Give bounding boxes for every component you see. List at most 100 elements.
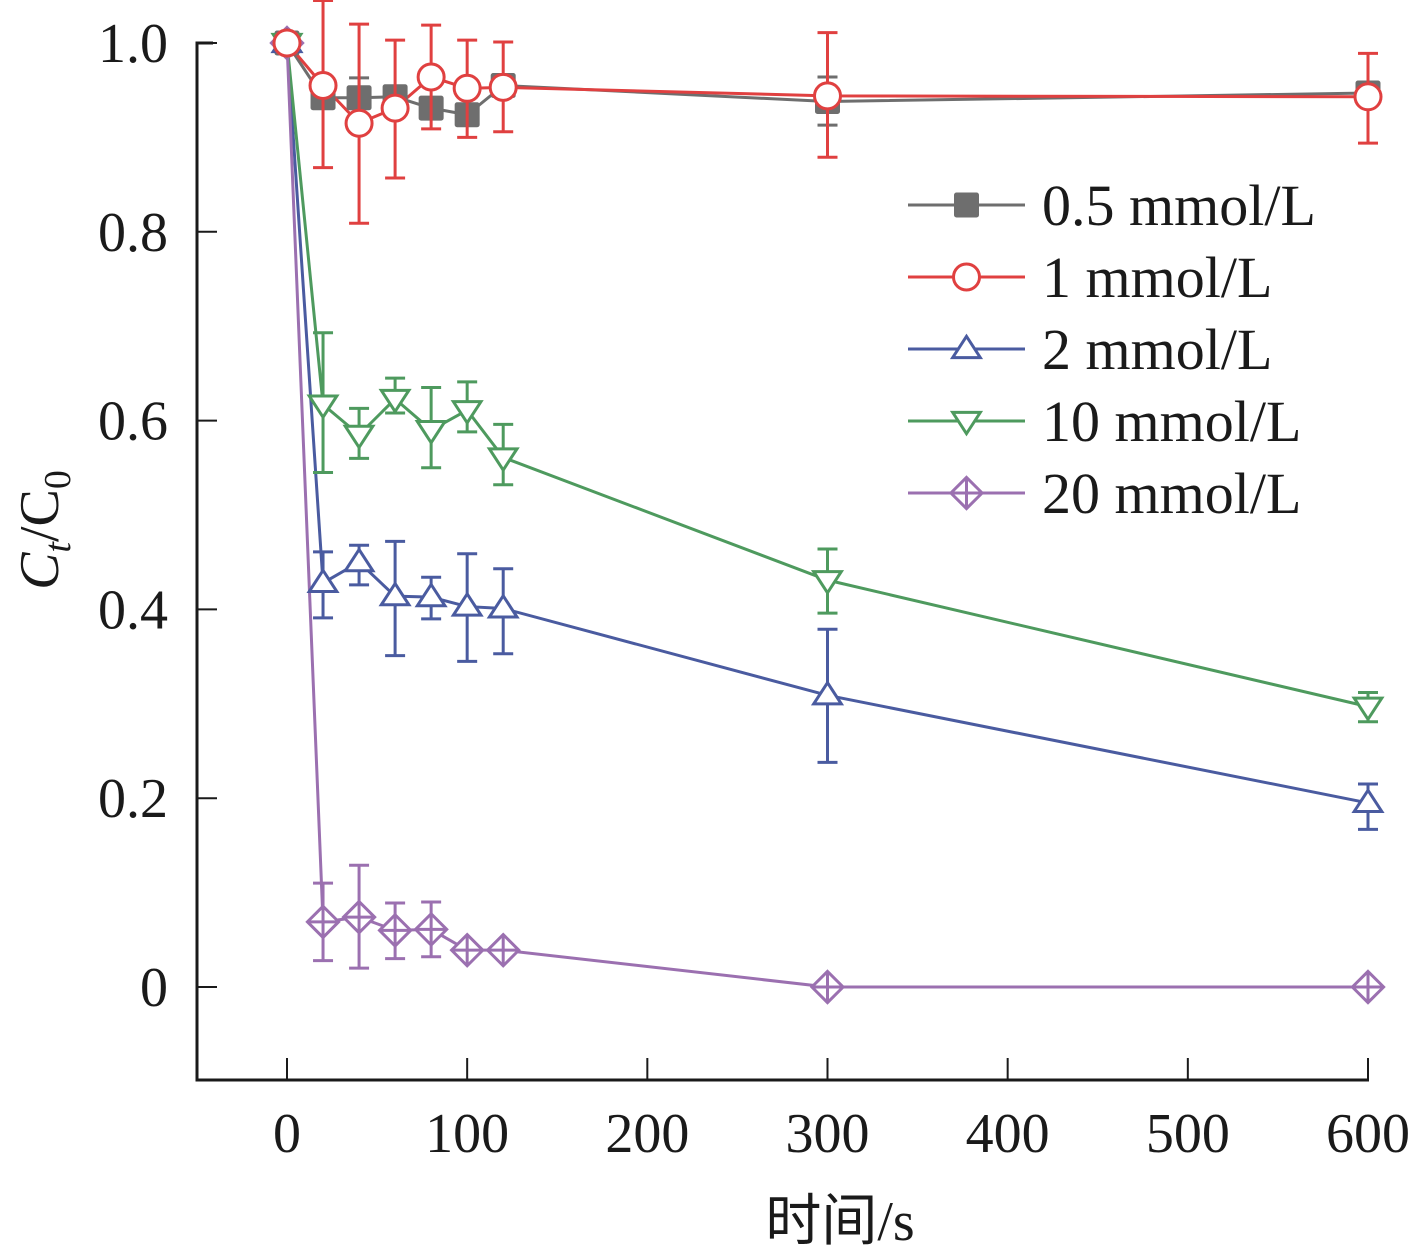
marker-diamond-cross-open [948, 475, 985, 511]
circle-marker [1353, 82, 1383, 112]
marker-triangle-up-open [450, 591, 484, 617]
y-tick-label: 0 [140, 957, 168, 1019]
marker-diamond-cross-open [485, 932, 521, 968]
triangle-up-marker [450, 591, 484, 617]
marker-triangle-down-open [342, 424, 376, 451]
triangle-down-marker [342, 424, 376, 451]
circle-marker [416, 62, 446, 92]
x-tick-label: 300 [786, 1103, 870, 1165]
marker-diamond-cross-open [1350, 969, 1386, 1005]
triangle-down-marker [486, 447, 520, 473]
triangle-up-marker [1351, 787, 1385, 813]
x-tick-label: 100 [425, 1103, 509, 1165]
marker-circle-open [344, 108, 374, 138]
circle-marker [308, 70, 338, 100]
legend-label: 1 mmol/L [1042, 245, 1272, 310]
triangle-up-marker [378, 580, 412, 607]
marker-diamond-cross-open [341, 899, 377, 935]
triangle-up-marker [414, 581, 448, 608]
marker-triangle-up-open [306, 567, 340, 594]
marker-circle-open [452, 73, 482, 103]
triangle-down-marker [414, 419, 448, 446]
marker-triangle-up-open [378, 580, 412, 607]
legend-entry: 2 mmol/L [908, 317, 1272, 382]
y-tick-label: 0.4 [98, 579, 168, 641]
triangle-down-marker [949, 410, 984, 437]
y-tick-label: 0.6 [98, 391, 168, 453]
marker-circle-open [952, 262, 981, 292]
marker-triangle-down-open [810, 570, 845, 596]
y-tick-label: 0.8 [98, 202, 168, 264]
circle-marker [952, 262, 981, 292]
circle-marker [380, 93, 410, 123]
marker-triangle-down-open [306, 394, 340, 420]
y-tick-label: 1.0 [98, 13, 168, 75]
marker-circle-open [308, 70, 338, 100]
legend: 0.5 mmol/L 1 mmol/L 2 mmol/L 10 mmol/L 20 mm… [908, 173, 1316, 526]
legend-label: 20 mmol/L [1042, 461, 1301, 526]
y-axis-title-sub-0: 0 [37, 470, 79, 489]
x-tick-label: 0 [273, 1103, 301, 1165]
legend-entry: 10 mmol/L [908, 389, 1301, 454]
y-axis-title-sep: /C [9, 489, 71, 542]
triangle-down-marker [306, 394, 340, 420]
x-tick-label: 400 [966, 1103, 1050, 1165]
circle-marker [272, 28, 302, 58]
legend-label: 2 mmol/L [1042, 317, 1272, 382]
marker-diamond-cross-open [809, 969, 846, 1005]
marker-diamond-cross-open [377, 912, 413, 949]
marker-triangle-down-open [378, 388, 412, 415]
marker-triangle-up-open [414, 581, 448, 608]
marker-triangle-up-open [949, 333, 984, 360]
marker-circle-open [380, 93, 410, 123]
marker-triangle-down-open [1351, 696, 1385, 723]
x-ticks: 0 100 200 300 400 500 600 [273, 1058, 1410, 1165]
triangle-up-marker [486, 593, 520, 619]
marker-diamond-cross-open [413, 911, 449, 948]
x-tick-label: 600 [1326, 1103, 1410, 1165]
marker-triangle-up-open [486, 593, 520, 619]
marker-square-filled [954, 192, 979, 218]
marker-triangle-down-open [450, 400, 484, 426]
y-ticks: 0 0.2 0.4 0.6 0.8 1.0 [98, 13, 217, 1019]
triangle-up-marker [306, 567, 340, 594]
marker-triangle-down-open [486, 447, 520, 473]
marker-circle-open [272, 28, 302, 58]
x-tick-label: 200 [605, 1103, 689, 1165]
marker-circle-open [813, 81, 842, 111]
triangle-up-marker [810, 679, 845, 706]
series-points-3 [270, 32, 1385, 724]
legend-entry: 1 mmol/L [908, 245, 1272, 310]
marker-triangle-up-open [342, 546, 376, 573]
triangle-down-marker [810, 570, 845, 596]
circle-marker [452, 73, 482, 103]
triangle-up-marker [342, 546, 376, 573]
series-points-2 [270, 27, 1385, 831]
legend-label: 0.5 mmol/L [1042, 173, 1316, 238]
y-axis-title-c: C [9, 552, 71, 590]
triangle-down-marker [1351, 696, 1385, 723]
x-tick-label: 500 [1146, 1103, 1230, 1165]
circle-marker [813, 81, 842, 111]
square-marker [954, 192, 979, 218]
series-points-1 [272, 0, 1383, 225]
legend-entry: 0.5 mmol/L [908, 173, 1316, 238]
y-tick-label: 0.2 [98, 768, 168, 830]
marker-triangle-down-open [414, 419, 448, 446]
legend-label: 10 mmol/L [1042, 389, 1301, 454]
marker-circle-open [416, 62, 446, 92]
marker-diamond-cross-open [305, 904, 341, 940]
triangle-down-marker [378, 388, 412, 415]
y-axis-title-sub-t: t [37, 541, 79, 553]
marker-triangle-up-open [810, 679, 845, 706]
marker-circle-open [488, 72, 518, 102]
marker-circle-open [1353, 82, 1383, 112]
plot-area [269, 0, 1386, 1005]
x-axis-title: 时间/s [765, 1191, 914, 1253]
circle-marker [344, 108, 374, 138]
marker-triangle-down-open [949, 410, 984, 437]
triangle-up-marker [949, 333, 984, 360]
marker-diamond-cross-open [449, 932, 485, 968]
triangle-down-marker [450, 400, 484, 426]
